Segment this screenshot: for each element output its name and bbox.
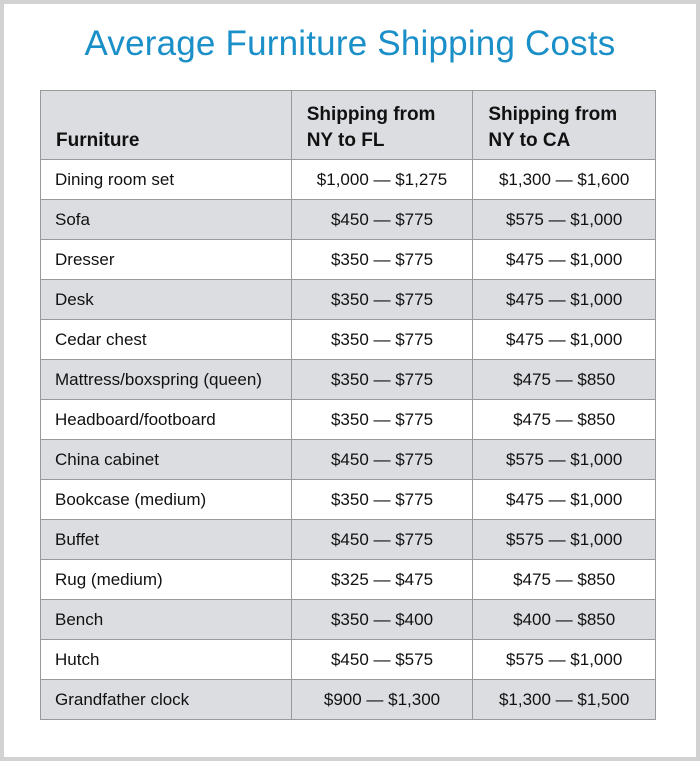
cell-ny-to-fl: $350 — $400 bbox=[290, 599, 474, 640]
header-ny-to-fl-line1: Shipping from bbox=[306, 104, 436, 125]
cell-furniture: Desk bbox=[40, 279, 292, 320]
header-ny-to-ca: Shipping from NY to CA bbox=[472, 90, 656, 160]
table-row: Bookcase (medium) $350 — $775 $475 — $1,00… bbox=[40, 479, 656, 520]
cell-ny-to-ca: $475 — $850 bbox=[472, 399, 656, 440]
table-row: Hutch $450 — $575 $575 — $1,000 bbox=[40, 639, 656, 680]
cell-furniture: Dresser bbox=[40, 239, 292, 280]
cell-ny-to-ca: $475 — $1,000 bbox=[472, 479, 656, 520]
cell-ny-to-ca: $475 — $850 bbox=[472, 359, 656, 400]
cell-ny-to-ca: $475 — $850 bbox=[472, 559, 656, 600]
table-row: Bench $350 — $400 $400 — $850 bbox=[40, 599, 656, 640]
cell-ny-to-fl: $325 — $475 bbox=[290, 559, 474, 600]
cell-ny-to-ca: $400 — $850 bbox=[472, 599, 656, 640]
cell-ny-to-ca: $1,300 — $1,500 bbox=[472, 679, 656, 720]
cell-ny-to-fl: $900 — $1,300 bbox=[290, 679, 474, 720]
cell-ny-to-fl: $350 — $775 bbox=[290, 399, 474, 440]
cell-ny-to-fl: $450 — $775 bbox=[290, 199, 474, 240]
cell-ny-to-fl: $350 — $775 bbox=[290, 359, 474, 400]
shipping-cost-table: Furniture Shipping from NY to FL Shippin… bbox=[40, 90, 656, 720]
table-row: Sofa $450 — $775 $575 — $1,000 bbox=[40, 199, 656, 240]
table-row: Grandfather clock $900 — $1,300 $1,300 — $… bbox=[40, 679, 656, 720]
table-row: Cedar chest $350 — $775 $475 — $1,000 bbox=[40, 319, 656, 360]
cell-furniture: China cabinet bbox=[40, 439, 292, 480]
cell-ny-to-ca: $575 — $1,000 bbox=[472, 439, 656, 480]
cell-furniture: Bookcase (medium) bbox=[40, 479, 292, 520]
table-row: Rug (medium) $325 — $475 $475 — $850 bbox=[40, 559, 656, 600]
cell-ny-to-fl: $450 — $775 bbox=[290, 439, 474, 480]
table-row: Dresser $350 — $775 $475 — $1,000 bbox=[40, 239, 656, 280]
cell-ny-to-fl: $350 — $775 bbox=[290, 239, 474, 280]
cell-ny-to-ca: $1,300 — $1,600 bbox=[472, 159, 656, 200]
cell-ny-to-ca: $475 — $1,000 bbox=[472, 279, 656, 320]
cell-furniture: Hutch bbox=[40, 639, 292, 680]
table-header-row: Furniture Shipping from NY to FL Shippin… bbox=[40, 90, 656, 160]
cell-ny-to-ca: $575 — $1,000 bbox=[472, 199, 656, 240]
table-row: Dining room set $1,000 — $1,275 $1,300 — $… bbox=[40, 159, 656, 200]
cell-ny-to-fl: $1,000 — $1,275 bbox=[290, 159, 474, 200]
cell-furniture: Mattress/boxspring (queen) bbox=[40, 359, 292, 400]
table-row: Mattress/boxspring (queen) $350 — $775 $47… bbox=[40, 359, 656, 400]
table-row: China cabinet $450 — $775 $575 — $1,000 bbox=[40, 439, 656, 480]
header-ny-to-fl: Shipping from NY to FL bbox=[290, 90, 474, 160]
cell-ny-to-ca: $575 — $1,000 bbox=[472, 639, 656, 680]
header-ny-to-ca-line2: NY to CA bbox=[488, 130, 571, 151]
cell-ny-to-fl: $350 — $775 bbox=[290, 319, 474, 360]
header-ny-to-fl-line2: NY to FL bbox=[306, 130, 385, 151]
cell-ny-to-fl: $450 — $775 bbox=[290, 519, 474, 560]
cell-ny-to-fl: $350 — $775 bbox=[290, 279, 474, 320]
header-ny-to-ca-line1: Shipping from bbox=[488, 104, 618, 125]
cell-furniture: Grandfather clock bbox=[40, 679, 292, 720]
header-furniture: Furniture bbox=[40, 90, 292, 160]
cell-ny-to-fl: $450 — $575 bbox=[290, 639, 474, 680]
cell-furniture: Cedar chest bbox=[40, 319, 292, 360]
table-body: Dining room set $1,000 — $1,275 $1,300 — $… bbox=[40, 159, 656, 720]
cell-furniture: Rug (medium) bbox=[40, 559, 292, 600]
table-row: Desk $350 — $775 $475 — $1,000 bbox=[40, 279, 656, 320]
cell-furniture: Bench bbox=[40, 599, 292, 640]
table-row: Headboard/footboard $350 — $775 $475 — $85… bbox=[40, 399, 656, 440]
cell-ny-to-ca: $575 — $1,000 bbox=[472, 519, 656, 560]
cell-furniture: Dining room set bbox=[40, 159, 292, 200]
cell-ny-to-ca: $475 — $1,000 bbox=[472, 319, 656, 360]
cell-ny-to-ca: $475 — $1,000 bbox=[472, 239, 656, 280]
cell-furniture: Buffet bbox=[40, 519, 292, 560]
cell-furniture: Headboard/footboard bbox=[40, 399, 292, 440]
page-title: Average Furniture Shipping Costs bbox=[84, 24, 616, 63]
cell-ny-to-fl: $350 — $775 bbox=[290, 479, 474, 520]
table-row: Buffet $450 — $775 $575 — $1,000 bbox=[40, 519, 656, 560]
cell-furniture: Sofa bbox=[40, 199, 292, 240]
header-furniture-label: Furniture bbox=[56, 130, 140, 151]
